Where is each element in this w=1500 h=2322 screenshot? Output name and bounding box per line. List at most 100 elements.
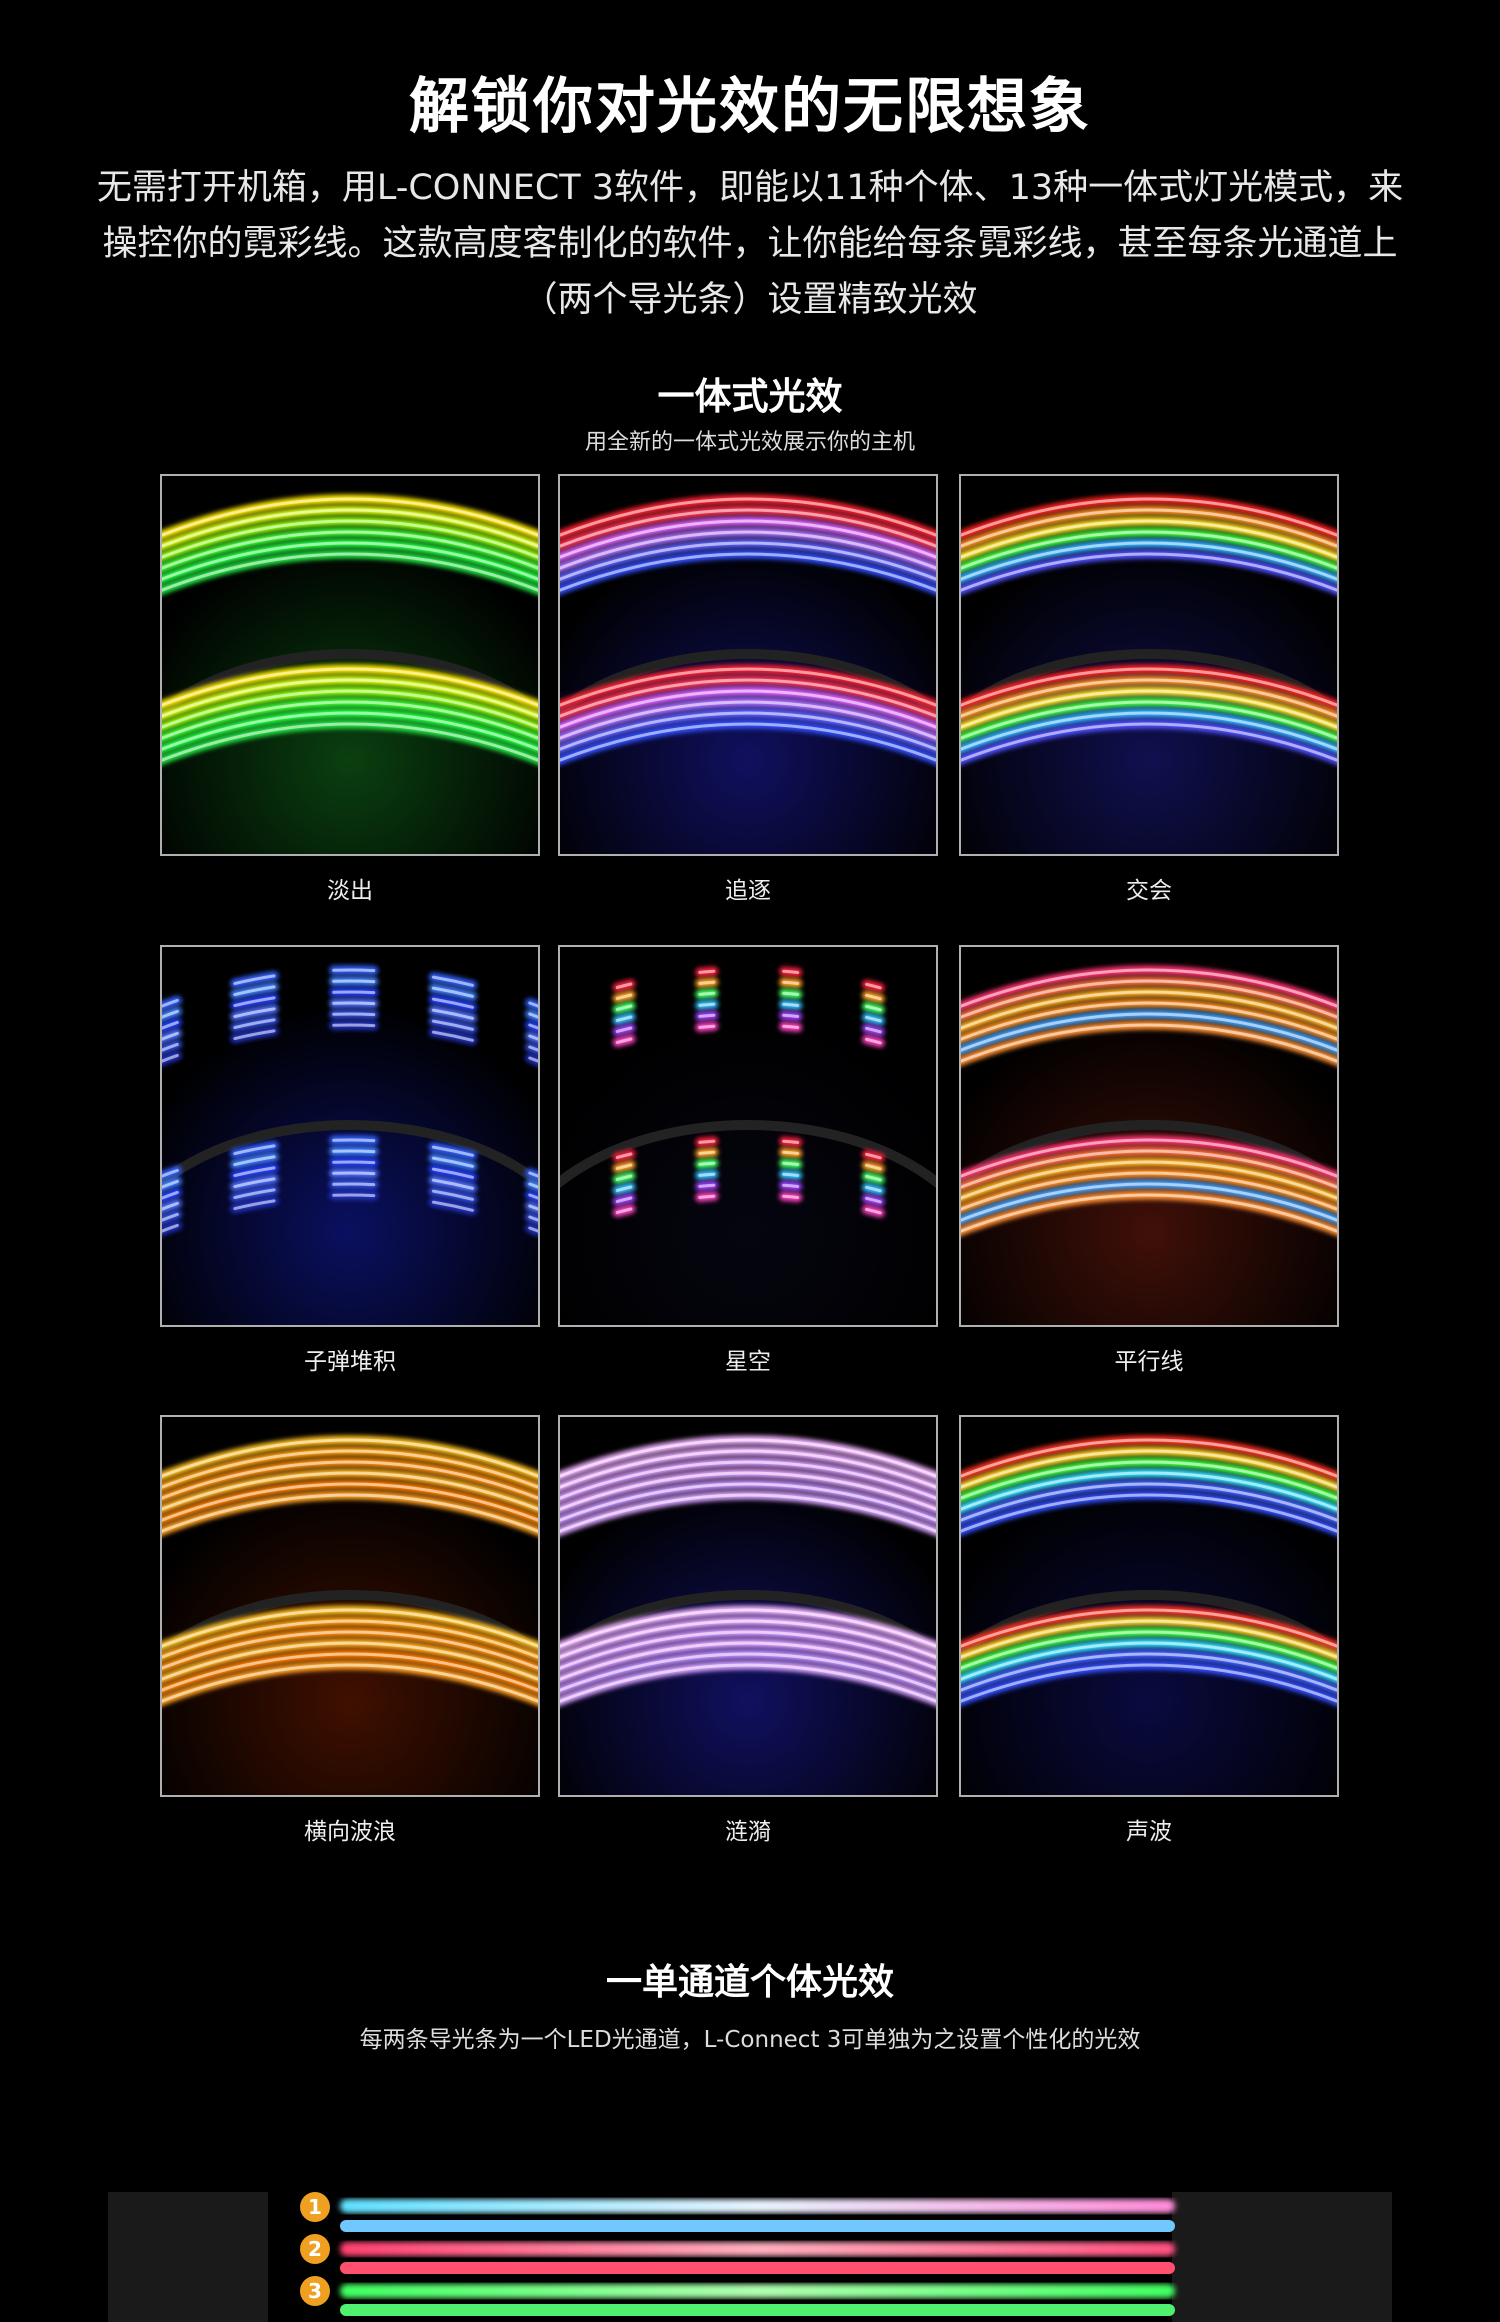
fan-frame <box>959 1120 1339 1190</box>
fan-frame <box>959 1590 1339 1660</box>
light-strip <box>959 1652 1339 1693</box>
light-strip <box>558 1460 938 1501</box>
image-border <box>558 945 938 1327</box>
image-border <box>160 474 540 856</box>
light-strip <box>558 1641 938 1682</box>
light-strip <box>558 722 938 763</box>
light-strip <box>558 667 938 708</box>
light-strip <box>160 722 540 763</box>
channel-badge <box>300 2234 330 2264</box>
image-border <box>160 1415 540 1797</box>
light-strip <box>160 1171 540 1212</box>
effect-image <box>160 1415 540 1797</box>
light-strip <box>959 667 1339 708</box>
light-strip <box>959 1182 1339 1223</box>
light-strip <box>160 711 540 752</box>
light-strip <box>558 508 938 549</box>
effect-illustration <box>160 474 540 856</box>
light-strip <box>959 689 1339 730</box>
light-strip <box>959 979 1339 1020</box>
light-strip <box>959 1641 1339 1682</box>
light-strip <box>558 1663 938 1704</box>
light-strip <box>959 990 1339 1031</box>
light-strip <box>558 519 938 560</box>
light-strip <box>959 1160 1339 1201</box>
effect-label: 涟漪 <box>725 1819 771 1845</box>
light-strip <box>558 700 938 741</box>
light-strip <box>160 968 540 1009</box>
image-border <box>160 945 540 1327</box>
light-strip <box>160 979 540 1020</box>
light-strip <box>160 1012 540 1053</box>
effect-image <box>959 1415 1339 1797</box>
light-strip <box>959 711 1339 752</box>
light-bars <box>340 2199 1175 2316</box>
light-strip <box>959 1619 1339 1660</box>
effect-illustration <box>959 1415 1339 1797</box>
fan-frame <box>558 649 938 719</box>
light-strip <box>959 519 1339 560</box>
light-strip <box>558 552 938 593</box>
light-strip <box>160 1630 540 1671</box>
light-strip <box>160 667 540 708</box>
effect-illustration <box>959 945 1339 1327</box>
light-strip <box>959 1630 1339 1671</box>
light-strip <box>160 678 540 719</box>
page-title: 解锁你对光效的无限想象 <box>409 72 1091 142</box>
light-strip <box>959 1482 1339 1523</box>
light-strip <box>959 1149 1339 1190</box>
effect-label: 子弹堆积 <box>304 1349 396 1375</box>
fan-frame <box>558 1590 938 1660</box>
effect-illustration <box>160 945 540 1327</box>
image-border <box>959 474 1339 856</box>
effect-illustration <box>160 1415 540 1797</box>
effect-image <box>959 945 1339 1327</box>
light-strip <box>558 1449 938 1490</box>
effect-label: 追逐 <box>725 878 771 904</box>
effect-label: 平行线 <box>1114 1349 1184 1375</box>
light-strip <box>160 990 540 1031</box>
image-border <box>959 945 1339 1327</box>
light-strip <box>160 1652 540 1693</box>
light-strip <box>160 1001 540 1042</box>
light-strip <box>558 1493 938 1534</box>
effect-illustration <box>959 474 1339 856</box>
effect-image <box>959 474 1339 856</box>
light-strip <box>959 552 1339 593</box>
light-strip <box>959 1663 1339 1704</box>
light-strip <box>959 1023 1339 1064</box>
light-strip <box>558 1652 938 1693</box>
light-strip <box>558 1608 938 1649</box>
light-strip <box>959 1171 1339 1212</box>
light-strip <box>959 1012 1339 1053</box>
light-strip <box>959 1438 1339 1479</box>
light-strip <box>558 541 938 582</box>
light-strip <box>160 1663 540 1704</box>
cable-image: 1 2 3 <box>108 2192 1392 2322</box>
effect-image <box>160 474 540 856</box>
connector <box>108 2192 268 2322</box>
light-strip <box>160 1641 540 1682</box>
light-strip <box>959 497 1339 538</box>
light-strip <box>959 530 1339 571</box>
fan-frame <box>959 649 1339 719</box>
light-strip <box>160 519 540 560</box>
effect-image <box>558 474 938 856</box>
fan-frame <box>558 1120 938 1190</box>
light-strip <box>959 508 1339 549</box>
light-strip <box>160 1193 540 1234</box>
fan-frame <box>160 649 540 719</box>
light-strip <box>160 497 540 538</box>
effect-illustration <box>558 945 938 1327</box>
light-strip <box>160 1023 540 1064</box>
light-strip <box>160 1619 540 1660</box>
fan-frame <box>160 1120 540 1190</box>
channel-badge <box>300 2276 330 2306</box>
light-strip <box>959 968 1339 1009</box>
light-strip <box>959 700 1339 741</box>
effect-illustration <box>558 1415 938 1797</box>
section-subtitle: 每两条导光条为一个LED光通道，L-Connect 3可单独为之设置个性化的光效 <box>359 2027 1141 2053</box>
light-strip <box>160 1471 540 1512</box>
light-strip <box>558 1630 938 1671</box>
